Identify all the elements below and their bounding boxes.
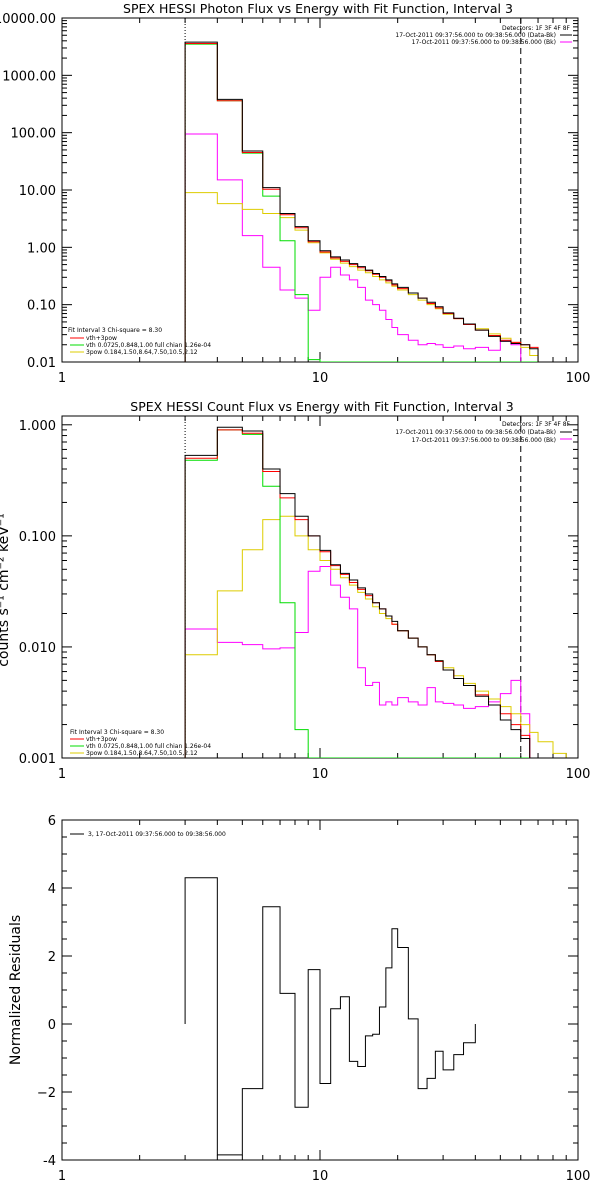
photon-flux-y-tick-label: 10.00: [19, 184, 56, 199]
count-flux-data-interval-label: 17-Oct-2011 09:37:56.000 to 09:38:56.000…: [395, 429, 556, 436]
photon-flux-x-tick-label: 100: [566, 371, 591, 386]
count-flux-series-total: [184, 426, 578, 758]
photon-flux-y-tick-label: 1000.00: [2, 69, 56, 84]
residuals-x-tick-label: 1: [58, 1169, 66, 1184]
photon-flux-title: SPEX HESSI Photon Flux vs Energy with Fi…: [123, 1, 513, 16]
count-flux-detector-info: Detectors: 1F 3F 4F 8F 17-Oct-2011 09:37…: [395, 421, 570, 444]
photon-flux-fit-legend-model: vth+3pow: [86, 335, 117, 342]
residuals-series-total: [184, 877, 476, 1156]
photon-flux-x-tick-label: 10: [312, 371, 329, 386]
photon-flux-panel: SPEX HESSI Photon Flux vs Energy with Fi…: [0, 1, 590, 386]
residuals-y-tick-label: -4: [43, 1154, 56, 1169]
residuals-y-tick-label: 2: [48, 950, 56, 965]
count-flux-bk-interval-label: 17-Oct-2011 09:37:56.000 to 09:38:56.000…: [412, 437, 556, 444]
photon-flux-series-total: [184, 41, 539, 362]
residuals-y-tick-label: −2: [37, 1086, 56, 1101]
photon-flux-detector-info: Detectors: 1F 3F 4F 8F 17-Oct-2011 09:37…: [395, 25, 570, 46]
residuals-x-tick-label: 10: [312, 1169, 329, 1184]
count-flux-fit-legend-model: vth+3pow: [86, 736, 117, 743]
count-flux-y-axis-label: counts s⁻¹ cm⁻² keV⁻¹: [0, 513, 12, 667]
residuals-y-tick-label: 4: [48, 882, 56, 897]
photon-flux-data-interval-label: 17-Oct-2011 09:37:56.000 to 09:38:56.000…: [395, 32, 556, 39]
count-flux-series-fit-total: [184, 429, 578, 758]
photon-flux-detectors-label: Detectors: 1F 3F 4F 8F: [502, 25, 571, 32]
count-flux-series-thermal: [184, 429, 578, 758]
residuals-x-tick-label: 100: [566, 1169, 591, 1184]
count-flux-fit-legend-chi: Fit Interval 3 Chi-square = 8.30: [70, 729, 164, 736]
photon-flux-y-tick-label: 100.00: [11, 127, 57, 142]
count-flux-detectors-label: Detectors: 1F 3F 4F 8F: [502, 421, 571, 428]
photon-flux-fit-legend-3pow: 3pow 0.184,1.50,8.64,7.50,10.5,2.12: [86, 349, 198, 356]
photon-flux-x-tick-label: 1: [58, 371, 66, 386]
residuals-y-tick-label: 6: [48, 814, 56, 829]
count-flux-x-tick-label: 10: [312, 767, 329, 782]
residuals-panel: Normalized Residuals 3, 17-Oct-2011 09:3…: [8, 814, 590, 1184]
photon-flux-fit-legend: Fit Interval 3 Chi-square = 8.30 vth+3po…: [68, 327, 211, 356]
photon-flux-series-background: [184, 133, 539, 362]
count-flux-series-powerlaw: [184, 515, 578, 758]
count-flux-fit-legend-vth: vth 0.0725,0.848,1.00 full chian 1.26e-0…: [86, 743, 211, 750]
count-flux-y-tick-label: 1.000: [19, 419, 56, 434]
photon-flux-y-tick-label: 10000.00: [0, 12, 56, 27]
count-flux-y-tick-label: 0.010: [19, 641, 56, 656]
photon-flux-bk-interval-label: 17-Oct-2011 09:37:56.000 to 09:38:56.000…: [412, 39, 556, 46]
residuals-legend-label: 3, 17-Oct-2011 09:37:56.000 to 09:38:56.…: [88, 831, 226, 838]
photon-flux-fit-legend-vth: vth 0.0725,0.848,1.00 full chian 1.26e-0…: [86, 342, 211, 349]
photon-flux-y-tick-label: 0.01: [27, 356, 56, 371]
count-flux-title: SPEX HESSI Count Flux vs Energy with Fit…: [130, 399, 513, 414]
photon-flux-series-fit-total: [184, 42, 539, 362]
count-flux-y-tick-label: 0.100: [19, 530, 56, 545]
count-flux-x-tick-label: 100: [566, 767, 591, 782]
photon-flux-fit-legend-chi: Fit Interval 3 Chi-square = 8.30: [68, 327, 162, 334]
count-flux-panel: SPEX HESSI Count Flux vs Energy with Fit…: [0, 399, 590, 782]
residuals-y-axis-label: Normalized Residuals: [8, 915, 24, 1065]
count-flux-y-tick-label: 0.001: [19, 752, 56, 767]
count-flux-fit-legend-3pow: 3pow 0.184,1.50,8.64,7.50,10.5,2.12: [86, 750, 198, 757]
residuals-y-tick-label: 0: [48, 1018, 56, 1033]
count-flux-fit-legend: Fit Interval 3 Chi-square = 8.30 vth+3po…: [70, 729, 211, 757]
photon-flux-y-tick-label: 0.10: [27, 299, 56, 314]
photon-flux-y-tick-label: 1.00: [27, 241, 56, 256]
count-flux-x-tick-label: 1: [58, 767, 66, 782]
photon-flux-series-powerlaw: [184, 192, 539, 362]
